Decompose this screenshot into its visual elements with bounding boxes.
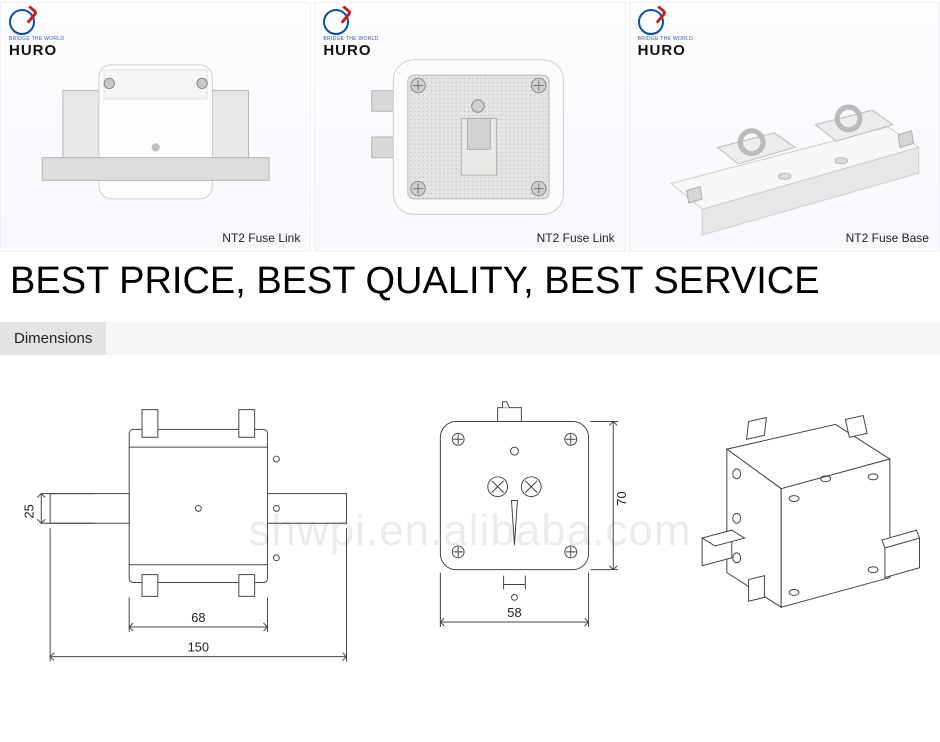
marketing-tagline: BEST PRICE, BEST QUALITY, BEST SERVICE	[0, 254, 940, 321]
dim-blade-height: 25	[21, 504, 36, 518]
product-illustration-3	[630, 3, 939, 261]
product-cell-1: BRIDGE THE WORLD HURO NT2 Fuse Link	[0, 2, 311, 252]
product-illustration-1	[1, 3, 310, 261]
section-heading: Dimensions	[0, 322, 106, 355]
product-caption-1: NT2 Fuse Link	[222, 231, 300, 245]
product-illustration-2	[315, 3, 624, 261]
dim-body-width2: 58	[507, 605, 521, 620]
product-caption-2: NT2 Fuse Link	[537, 231, 615, 245]
product-cell-2: BRIDGE THE WORLD HURO	[314, 2, 625, 252]
product-caption-3: NT2 Fuse Base	[846, 231, 929, 245]
section-bar: Dimensions	[0, 321, 940, 356]
product-photo-row: BRIDGE THE WORLD HURO NT2 Fuse Link BRID…	[0, 0, 940, 254]
dimensions-drawings: 25 68 150	[0, 356, 940, 706]
dim-body-height: 70	[614, 491, 629, 505]
product-cell-3: BRIDGE THE WORLD HURO NT2 Fuse Base	[629, 2, 940, 252]
technical-drawing: 25 68 150	[0, 380, 940, 706]
dim-body-width: 68	[191, 610, 205, 625]
dim-overall-width: 150	[188, 640, 209, 655]
